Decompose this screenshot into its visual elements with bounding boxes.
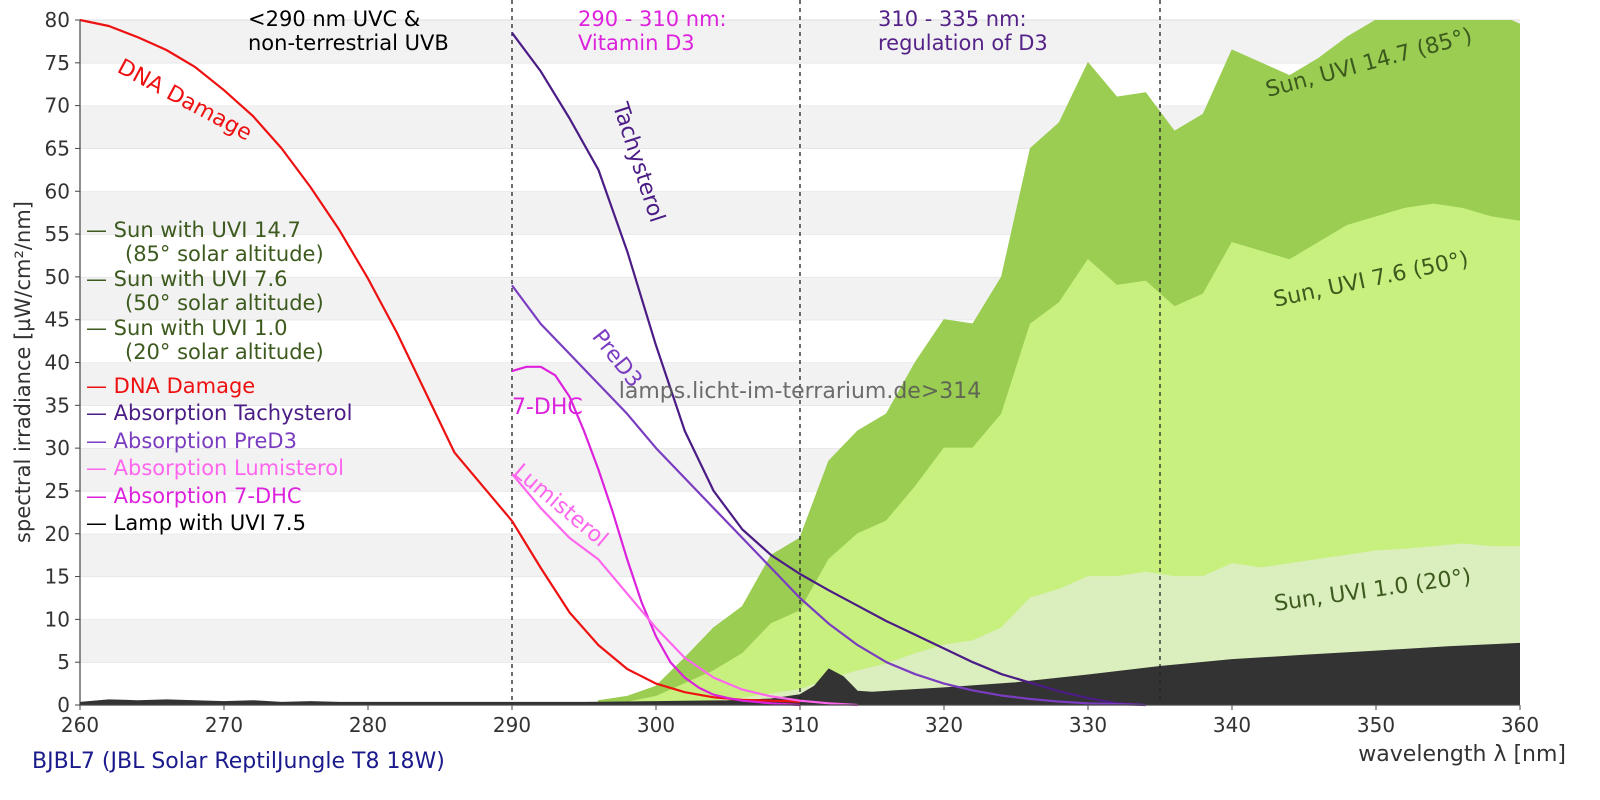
x-axis-label: wavelength λ [nm] xyxy=(1358,742,1566,767)
y-tick-label: 55 xyxy=(45,222,70,246)
y-tick-label: 45 xyxy=(45,308,70,332)
y-tick-label: 20 xyxy=(45,522,70,546)
legend-item: (85° solar altitude) xyxy=(125,242,324,266)
lamp-caption: BJBL7 (JBL Solar ReptilJungle T8 18W) xyxy=(32,749,445,774)
legend-item: — DNA Damage xyxy=(86,374,255,398)
x-tick-label: 350 xyxy=(1357,713,1395,737)
y-axis-label: spectral irradiance [µW/cm²/nm] xyxy=(11,201,35,543)
x-tick-label: 300 xyxy=(637,713,675,737)
line-lumisterol xyxy=(511,473,858,707)
line-tachysterol xyxy=(511,32,1146,707)
y-tick-label: 80 xyxy=(45,8,70,32)
watermark: lamps.licht-im-terrarium.de>314 xyxy=(619,379,982,404)
sun-and-lamp-areas xyxy=(80,20,1520,705)
y-tick-label: 5 xyxy=(57,650,70,674)
y-tick-label: 15 xyxy=(45,565,70,589)
region-label: <290 nm UVC & non-terrestrial UVB xyxy=(248,7,449,55)
x-tick-label: 270 xyxy=(205,713,243,737)
y-tick-label: 50 xyxy=(45,265,70,289)
legend-item: — Sun with UVI 1.0 xyxy=(86,316,288,340)
region-labels: <290 nm UVC & non-terrestrial UVB 290 - 31… xyxy=(248,7,1048,55)
legend-item: — Absorption PreD3 xyxy=(86,429,297,453)
x-tick-label: 310 xyxy=(781,713,819,737)
y-tick-label: 35 xyxy=(45,393,70,417)
x-tick-label: 330 xyxy=(1069,713,1107,737)
tick-labels: 260 270 280 290 300 310 320 330 340 350 360 0 5 10 15 2… xyxy=(45,8,1540,737)
curve-label-7-dhc: 7-DHC xyxy=(512,395,583,420)
y-tick-label: 65 xyxy=(45,136,70,160)
y-tick-label: 70 xyxy=(45,94,70,118)
y-tick-label: 60 xyxy=(45,179,70,203)
legend-item: — Sun with UVI 7.6 xyxy=(86,267,288,291)
region-label: 310 - 335 nm: regulation of D3 xyxy=(878,7,1048,55)
y-tick-label: 10 xyxy=(45,607,70,631)
x-tick-label: 360 xyxy=(1501,713,1539,737)
x-tick-label: 320 xyxy=(925,713,963,737)
x-tick-label: 280 xyxy=(349,713,387,737)
legend-item: — Absorption Tachysterol xyxy=(86,401,352,425)
legend-item: (50° solar altitude) xyxy=(125,291,324,315)
y-tick-label: 40 xyxy=(45,351,70,375)
region-divider-lines xyxy=(511,0,1161,705)
line-7-dhc xyxy=(511,365,801,707)
x-tick-label: 290 xyxy=(493,713,531,737)
legend-item: — Lamp with UVI 7.5 xyxy=(86,511,306,535)
legend-item: — Sun with UVI 14.7 xyxy=(86,218,301,242)
legend-item: (20° solar altitude) xyxy=(125,340,324,364)
y-tick-label: 30 xyxy=(45,436,70,460)
y-tick-label: 0 xyxy=(57,693,70,717)
y-tick-label: 75 xyxy=(45,51,70,75)
y-tick-label: 25 xyxy=(45,479,70,503)
legend-item: — Absorption Lumisterol xyxy=(86,456,344,480)
x-tick-label: 260 xyxy=(61,713,99,737)
absorption-curves xyxy=(79,18,1146,707)
x-tick-label: 340 xyxy=(1213,713,1251,737)
region-label: 290 - 310 nm: Vitamin D3 xyxy=(578,7,727,55)
line-dna-damage xyxy=(79,18,801,703)
legend-item: — Absorption 7-DHC xyxy=(86,484,302,508)
legend: — Sun with UVI 14.7(85° solar altitude)—… xyxy=(86,218,352,535)
line-pred3 xyxy=(511,284,1146,707)
